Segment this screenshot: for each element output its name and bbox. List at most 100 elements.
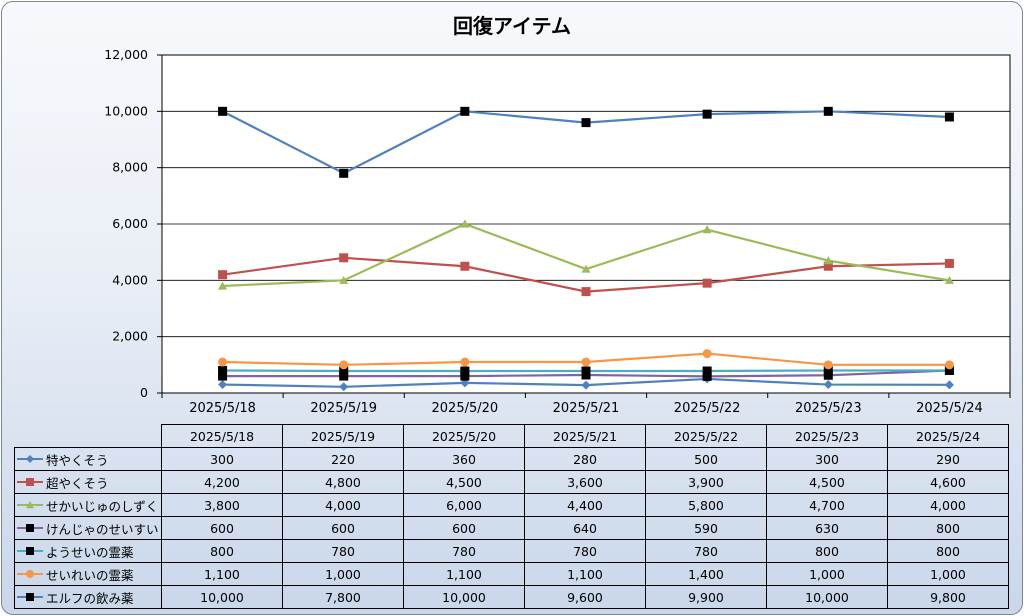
chart-title: 回復アイテム xyxy=(453,14,571,38)
y-tick-label: 0 xyxy=(140,385,148,400)
table-row: エルフの飲み薬 10,000 7,800 10,000 9,600 9,900 10,000… xyxy=(14,585,1009,609)
y-tick-label: 6,000 xyxy=(112,216,148,231)
data-point xyxy=(581,118,591,128)
series-name-cell: せかいじゅのしずく xyxy=(14,493,162,517)
series-name: ようせいの霊薬 xyxy=(46,544,134,560)
data-table: 2025/5/18 2025/5/19 2025/5/20 2025/5/21 2025… xyxy=(14,424,1009,609)
data-point xyxy=(460,219,470,228)
data-point xyxy=(26,501,34,509)
data-point xyxy=(944,258,954,268)
table-cell: 280 xyxy=(524,447,646,471)
x-tick-label: 2025/5/24 xyxy=(916,401,983,416)
data-point xyxy=(339,382,349,392)
table-cell: 800 xyxy=(887,516,1009,540)
table-cell: 220 xyxy=(282,447,404,471)
data-point xyxy=(823,261,833,271)
y-tick-label: 12,000 xyxy=(104,47,148,62)
data-point xyxy=(460,106,470,116)
table-cell: 300 xyxy=(766,447,888,471)
series-name: 特やくそう xyxy=(46,452,109,468)
table-cell: 4,800 xyxy=(282,470,404,494)
x-tick-label: 2025/5/18 xyxy=(189,401,256,416)
table-cell: 7,800 xyxy=(282,585,404,609)
data-point xyxy=(581,287,591,297)
x-tick-label: 2025/5/23 xyxy=(795,401,862,416)
table-cell: 1,400 xyxy=(645,562,767,586)
table-cell: 360 xyxy=(403,447,525,471)
table-cell: 1,000 xyxy=(282,562,404,586)
x-axis: 2025/5/18 2025/5/19 2025/5/20 2025/5/21 2025… xyxy=(161,393,1011,416)
series-name: せいれいの霊薬 xyxy=(46,567,134,583)
table-cell: 9,900 xyxy=(645,585,767,609)
series-name-cell: ようせいの霊薬 xyxy=(14,539,162,563)
table-header-cell: 2025/5/23 xyxy=(766,424,888,448)
table-header-cell: 2025/5/24 xyxy=(887,424,1009,448)
data-point xyxy=(26,455,34,463)
data-point xyxy=(581,366,591,376)
data-point xyxy=(823,256,833,265)
data-point xyxy=(218,281,228,290)
data-point xyxy=(702,366,712,376)
table-cell: 1,000 xyxy=(887,562,1009,586)
legend-key xyxy=(17,593,43,601)
table-cell: 780 xyxy=(403,539,525,563)
table-row: 超やくそう 4,200 4,800 4,500 3,600 3,900 4,500 4,600 xyxy=(14,470,1009,494)
table-cell: 1,100 xyxy=(403,562,525,586)
data-point xyxy=(823,106,833,116)
table-cell: 640 xyxy=(524,516,646,540)
table-cell: 780 xyxy=(282,539,404,563)
table-cell: 6,000 xyxy=(403,493,525,517)
series-name: せかいじゅのしずく xyxy=(46,498,159,514)
legend-key xyxy=(17,455,43,463)
x-tick-label: 2025/5/21 xyxy=(553,401,620,416)
data-point xyxy=(702,109,712,119)
table-cell: 630 xyxy=(766,516,888,540)
data-point xyxy=(823,365,833,375)
data-point xyxy=(26,570,34,578)
table-header-cell: 2025/5/22 xyxy=(645,424,767,448)
y-tick-label: 8,000 xyxy=(112,160,148,175)
table-cell: 5,800 xyxy=(645,493,767,517)
legend-key xyxy=(17,501,43,509)
data-point xyxy=(26,478,34,486)
data-point xyxy=(460,371,470,381)
data-point xyxy=(26,593,34,601)
y-tick-label: 4,000 xyxy=(112,272,148,287)
data-point xyxy=(218,380,228,390)
table-cell: 1,000 xyxy=(766,562,888,586)
data-point xyxy=(944,112,954,122)
data-point xyxy=(339,360,349,370)
table-row: せかいじゅのしずく 3,800 4,000 6,000 4,400 5,800 4,700 4… xyxy=(14,493,1009,517)
series-markers xyxy=(218,106,954,392)
data-point xyxy=(944,365,954,375)
table-cell: 800 xyxy=(766,539,888,563)
data-point xyxy=(218,357,228,367)
table-cell: 4,000 xyxy=(887,493,1009,517)
series-name: 超やくそう xyxy=(46,475,109,491)
table-cell: 1,100 xyxy=(161,562,283,586)
data-point xyxy=(218,270,228,280)
data-point xyxy=(218,106,228,116)
x-tick-label: 2025/5/20 xyxy=(432,401,499,416)
table-cell: 4,000 xyxy=(282,493,404,517)
table-cell: 290 xyxy=(887,447,1009,471)
data-point xyxy=(823,380,833,390)
data-point xyxy=(218,371,228,381)
series-name: エルフの飲み薬 xyxy=(46,590,134,606)
data-point xyxy=(339,275,349,284)
data-point xyxy=(26,547,34,555)
y-tick-label: 10,000 xyxy=(104,103,148,118)
table-cell: 600 xyxy=(282,516,404,540)
data-point xyxy=(702,349,712,359)
x-tick-label: 2025/5/19 xyxy=(310,401,377,416)
table-cell: 1,100 xyxy=(524,562,646,586)
table-cell: 10,000 xyxy=(161,585,283,609)
table-cell: 4,500 xyxy=(403,470,525,494)
data-point xyxy=(944,275,954,284)
data-point xyxy=(339,168,349,178)
data-point xyxy=(581,380,591,390)
data-point xyxy=(26,524,34,532)
data-point xyxy=(702,278,712,288)
table-cell: 590 xyxy=(645,516,767,540)
data-point xyxy=(581,264,591,273)
